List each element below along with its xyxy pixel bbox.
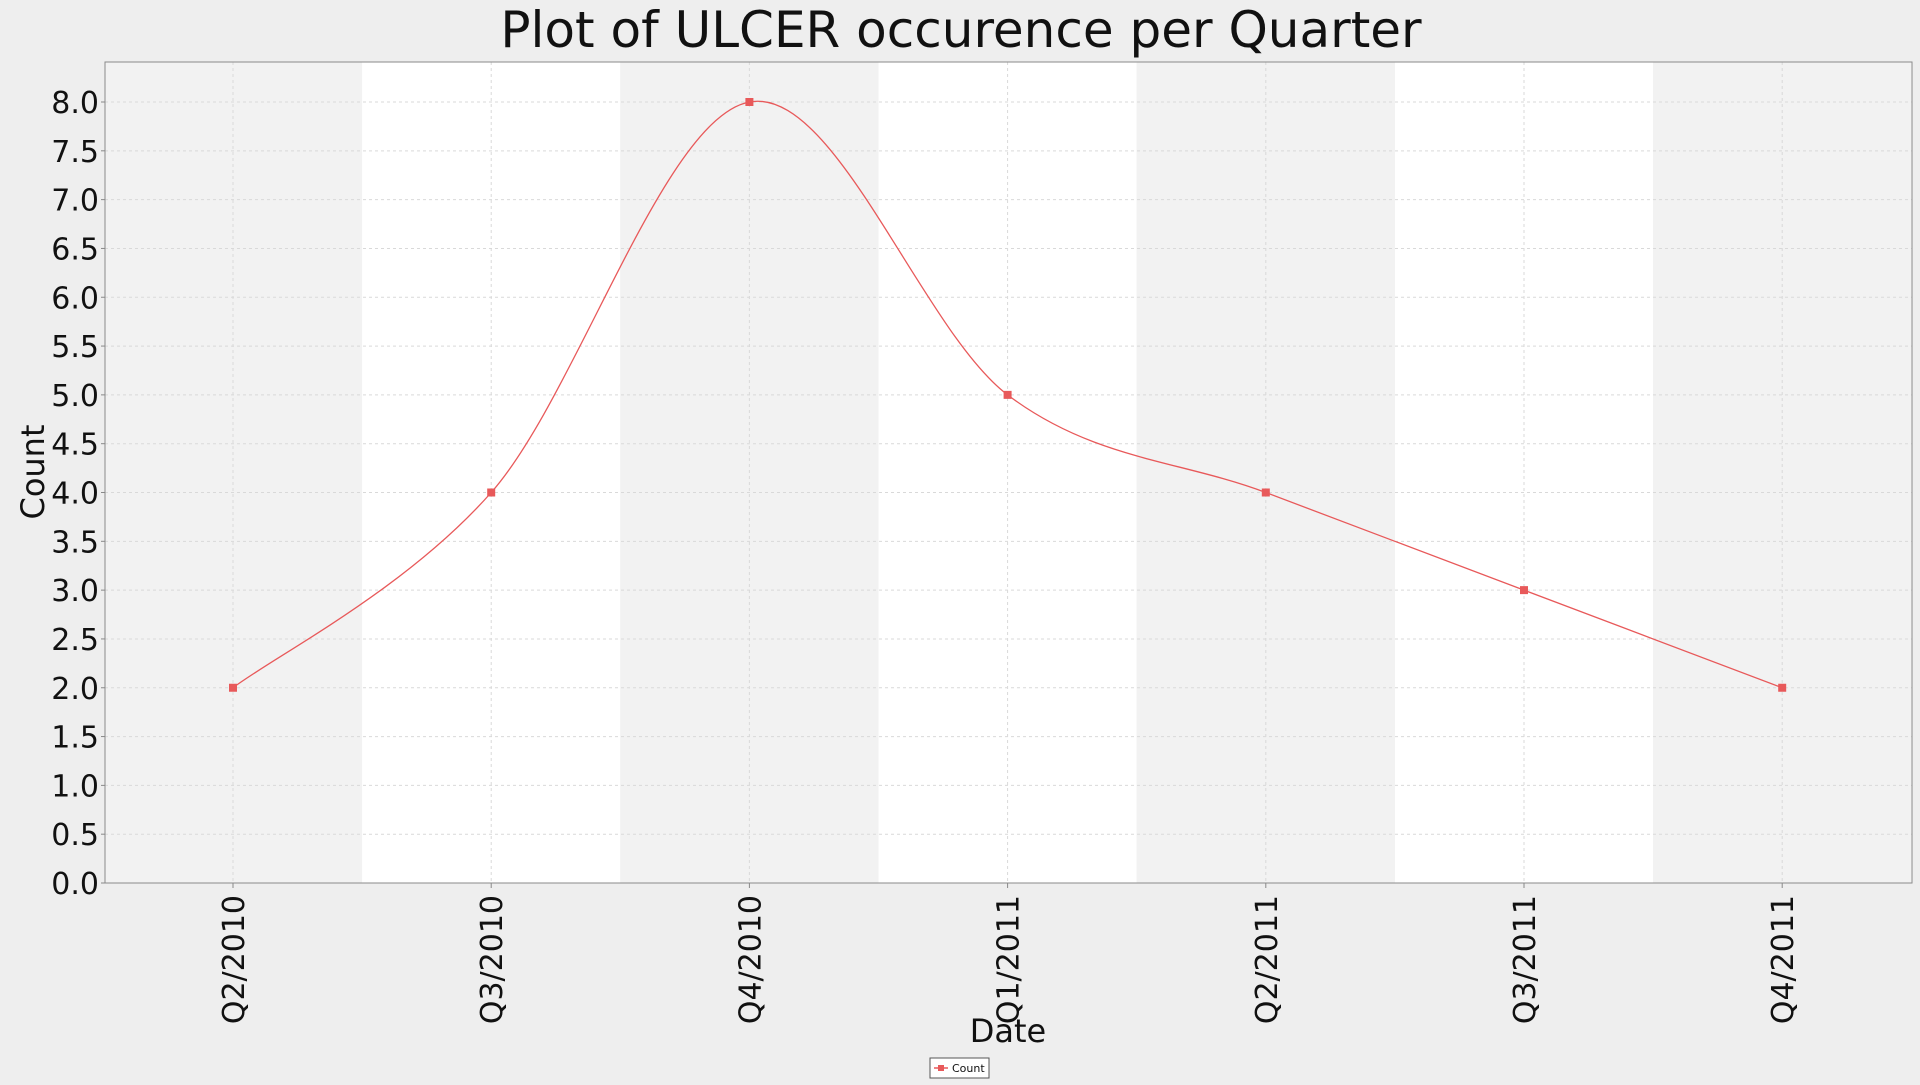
plot-frame	[104, 61, 1913, 884]
legend: Count	[929, 1057, 990, 1079]
x-tick-label: Q2/2010	[217, 895, 252, 1024]
y-tick-label: 8.0	[51, 86, 99, 121]
x-tick-label: Q2/2011	[1250, 895, 1285, 1024]
y-tick-label: 0.5	[51, 818, 99, 853]
y-tick-label: 3.0	[51, 574, 99, 609]
x-tick-label: Q4/2010	[733, 895, 768, 1024]
y-tick-label: 7.5	[51, 135, 99, 170]
x-tick-label: Q1/2011	[992, 895, 1027, 1024]
y-tick-label: 4.5	[51, 428, 99, 463]
y-tick-label: 4.0	[51, 477, 99, 512]
data-point-marker	[1778, 683, 1787, 692]
y-tick-label: 3.5	[51, 525, 99, 560]
data-point-marker	[229, 683, 237, 692]
x-tick-label: Q4/2011	[1766, 895, 1801, 1024]
legend-marker-swatch	[938, 1065, 944, 1071]
data-point-marker	[487, 488, 496, 497]
y-tick-label: 6.0	[51, 281, 99, 316]
y-tick-label: 2.0	[51, 672, 99, 707]
data-point-marker	[745, 98, 754, 106]
y-tick-label: 5.5	[51, 330, 99, 365]
x-axis-ticks: Q2/2010 Q3/2010 Q4/2010 Q1/2011 Q2/2011 Q3/20…	[217, 883, 1801, 1024]
y-axis-label: Count	[14, 424, 52, 519]
data-point-marker	[1520, 586, 1528, 595]
y-tick-label: 7.0	[51, 184, 99, 219]
legend-box	[929, 1057, 990, 1079]
x-tick-label: Q3/2011	[1508, 895, 1543, 1024]
grid-lines	[105, 62, 1912, 884]
series-layer	[229, 98, 1787, 692]
chart-title: Plot of ULCER occurence per Quarter	[500, 1, 1422, 59]
legend-label: Count	[952, 1062, 985, 1075]
background-bands	[105, 62, 1912, 883]
data-point-marker	[1003, 390, 1012, 399]
x-axis-label: Date	[970, 1012, 1046, 1050]
x-tick-label: Q3/2010	[475, 895, 510, 1024]
y-tick-label: 2.5	[51, 623, 99, 658]
y-tick-label: 1.5	[51, 721, 99, 756]
background-band	[105, 62, 363, 883]
y-tick-label: 0.0	[51, 867, 99, 902]
y-tick-label: 1.0	[51, 769, 99, 804]
y-tick-label: 5.0	[51, 379, 99, 414]
y-axis-ticks: 0.0 0.5 1.0 1.5 2.0 2.5 3.0 3.5 4.0 4.5 5.0 5.5 6.0 6…	[51, 86, 105, 902]
data-point-marker	[1261, 488, 1270, 497]
y-tick-label: 6.5	[51, 232, 99, 267]
